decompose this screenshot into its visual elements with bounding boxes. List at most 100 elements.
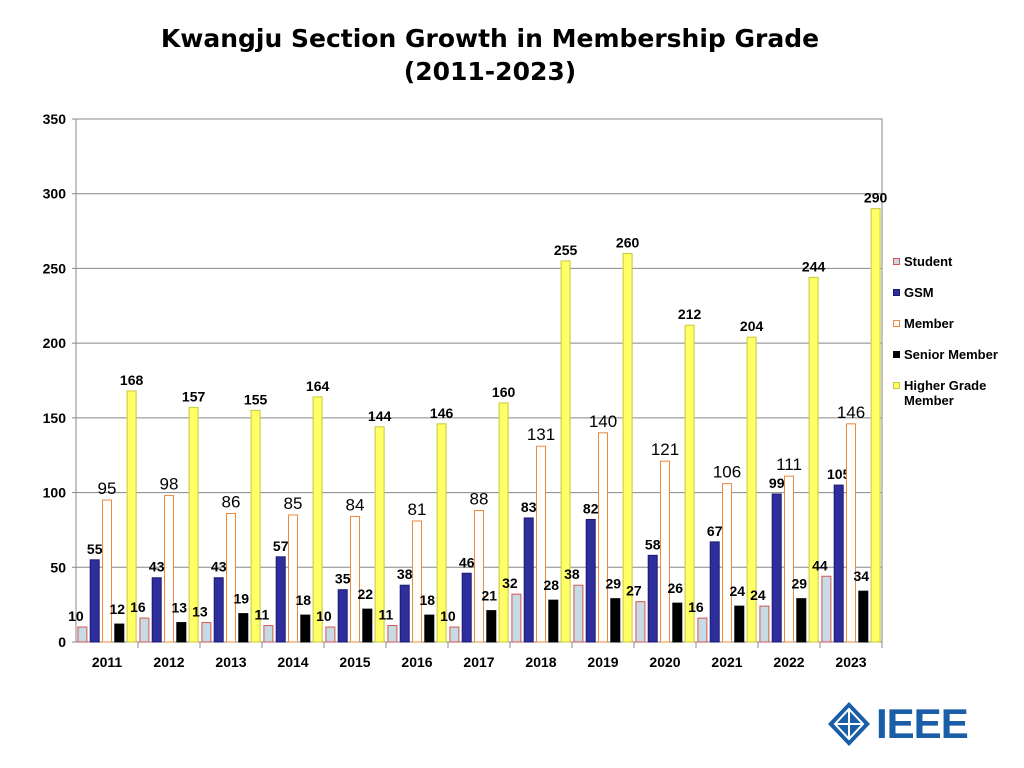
legend-item-senior-member: Senior Member	[893, 347, 1018, 362]
legend-label-higher-grade-member: Higher Grade Member	[904, 378, 987, 408]
data-label: 244	[802, 258, 826, 274]
chart-title: Kwangju Section Growth in Membership Gra…	[0, 22, 980, 88]
data-label: 290	[864, 190, 888, 206]
y-tick-label: 0	[58, 634, 66, 650]
data-label: 155	[244, 391, 268, 407]
bar-gsm	[461, 572, 472, 643]
legend-swatch-member	[893, 320, 900, 327]
data-label: 13	[172, 600, 188, 616]
bar-gsm	[89, 559, 100, 643]
bar-member	[226, 512, 236, 643]
x-tick-label: 2017	[463, 654, 494, 670]
bar-member	[722, 483, 732, 643]
bar-student	[697, 617, 708, 643]
data-label: 38	[397, 566, 413, 582]
data-label: 121	[651, 440, 679, 459]
data-label: 57	[273, 538, 289, 554]
bar-senior-member	[858, 590, 869, 643]
x-tick-label: 2011	[92, 654, 123, 670]
chart-title-line: Kwangju Section Growth in Membership Gra…	[160, 24, 820, 53]
data-label: 98	[160, 475, 179, 494]
x-tick-label: 2012	[153, 654, 184, 670]
bar-higher-grade-member	[684, 324, 695, 643]
data-label: 29	[606, 576, 622, 592]
data-label: 26	[668, 580, 684, 596]
data-label: 106	[713, 463, 741, 482]
data-label: 13	[192, 604, 208, 620]
ieee-logo-text: IEEE	[876, 700, 969, 747]
bar-member	[536, 445, 546, 643]
data-label: 255	[554, 242, 578, 258]
y-tick-label: 200	[43, 335, 67, 351]
bar-gsm	[585, 518, 596, 643]
bar-higher-grade-member	[560, 260, 571, 643]
data-label: 28	[544, 577, 560, 593]
data-label: 16	[688, 599, 704, 615]
bar-higher-grade-member	[808, 276, 819, 643]
data-label: 58	[645, 536, 661, 552]
bar-student	[77, 626, 88, 643]
bar-senior-member	[548, 599, 559, 643]
data-label: 29	[792, 576, 808, 592]
bar-senior-member	[796, 598, 807, 643]
bar-senior-member	[486, 610, 497, 643]
legend-swatch-student	[893, 258, 900, 265]
x-tick-label: 2023	[835, 654, 866, 670]
bar-senior-member	[300, 614, 311, 643]
bar-member	[474, 510, 484, 643]
bar-senior-member	[238, 613, 249, 643]
bar-senior-member	[734, 605, 745, 643]
data-label: 35	[335, 571, 351, 587]
bar-gsm	[151, 577, 162, 643]
bar-member	[598, 432, 608, 643]
data-label: 105	[827, 466, 851, 482]
bar-student	[201, 622, 212, 643]
data-label: 32	[502, 575, 518, 591]
chart-legend: Student GSM Member Senior Member Higher …	[893, 254, 1018, 424]
data-label: 12	[110, 601, 126, 617]
data-label: 34	[854, 568, 870, 584]
data-label: 55	[87, 541, 103, 557]
bar-senior-member	[176, 622, 187, 643]
bar-gsm	[771, 493, 782, 643]
data-label: 204	[740, 318, 764, 334]
data-label: 88	[470, 490, 489, 509]
legend-label-gsm: GSM	[904, 285, 934, 300]
bar-gsm	[337, 589, 348, 643]
data-label: 157	[182, 388, 206, 404]
bar-student	[263, 625, 274, 643]
bar-gsm	[275, 556, 286, 643]
data-label: 24	[750, 587, 766, 603]
legend-label-student: Student	[904, 254, 953, 269]
bar-higher-grade-member	[188, 406, 199, 643]
legend-swatch-higher-grade-member	[893, 382, 900, 389]
bar-member	[164, 495, 174, 643]
y-tick-label: 350	[43, 111, 67, 127]
bar-student	[759, 605, 770, 643]
data-label: 46	[459, 554, 475, 570]
x-tick-label: 2018	[525, 654, 556, 670]
data-label: 16	[130, 599, 146, 615]
bar-student	[573, 584, 584, 643]
bar-student	[821, 575, 832, 643]
bar-student	[635, 601, 646, 643]
bar-gsm	[833, 484, 844, 643]
data-label: 18	[420, 592, 436, 608]
bar-higher-grade-member	[870, 208, 881, 643]
data-label: 111	[776, 455, 802, 474]
bar-gsm	[213, 577, 224, 643]
data-label: 140	[589, 412, 617, 431]
x-tick-label: 2019	[587, 654, 618, 670]
x-tick-label: 2015	[339, 654, 370, 670]
bar-higher-grade-member	[498, 402, 509, 643]
x-tick-label: 2013	[215, 654, 246, 670]
bar-student	[139, 617, 150, 643]
bar-senior-member	[362, 608, 373, 643]
bar-member	[288, 514, 298, 643]
data-label: 67	[707, 523, 723, 539]
bar-member	[350, 515, 360, 643]
bar-higher-grade-member	[436, 423, 447, 643]
data-label: 11	[254, 607, 269, 623]
data-label: 95	[98, 479, 117, 498]
